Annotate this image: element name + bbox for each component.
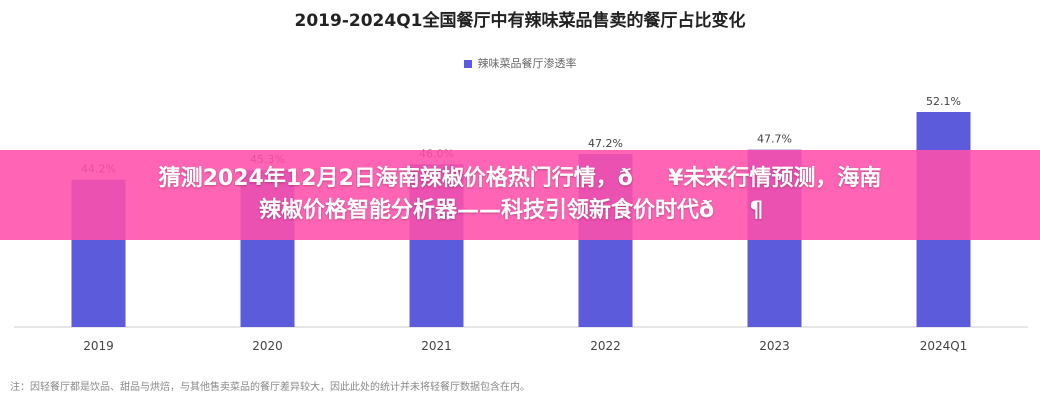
x-tick-label: 2021	[421, 339, 452, 353]
legend-swatch	[463, 60, 472, 68]
x-tick-label: 2020	[252, 339, 283, 353]
headline-line-2: 辣椒价格智能分析器——科技引领新食价时代ð¶	[259, 198, 781, 223]
legend-label: 辣味菜品餐厅渗透率	[477, 57, 577, 70]
headline-line-1: 猜测2024年12月2日海南辣椒价格热门行情，ð¥未来行情预测，海南	[158, 166, 882, 191]
chart-title: 2019-2024Q1全国餐厅中有辣味菜品售卖的餐厅占比变化	[294, 11, 746, 31]
footnote: 注：因轻餐厅都是饮品、甜品与烘焙，与其他售卖菜品的餐厅差异较大，因此此处的统计并…	[10, 382, 530, 393]
x-tick-label: 2024Q1	[920, 339, 968, 353]
data-label: 52.1%	[926, 95, 961, 108]
x-tick-label: 2019	[83, 339, 114, 353]
legend: 辣味菜品餐厅渗透率	[0, 55, 1040, 71]
x-tick-label: 2022	[590, 339, 621, 353]
headline-banner: 猜测2024年12月2日海南辣椒价格热门行情，ð¥未来行情预测，海南 辣椒价…	[0, 150, 1040, 240]
data-label: 47.7%	[757, 133, 792, 146]
data-label: 47.2%	[588, 137, 623, 150]
x-tick-label: 2023	[759, 339, 790, 353]
